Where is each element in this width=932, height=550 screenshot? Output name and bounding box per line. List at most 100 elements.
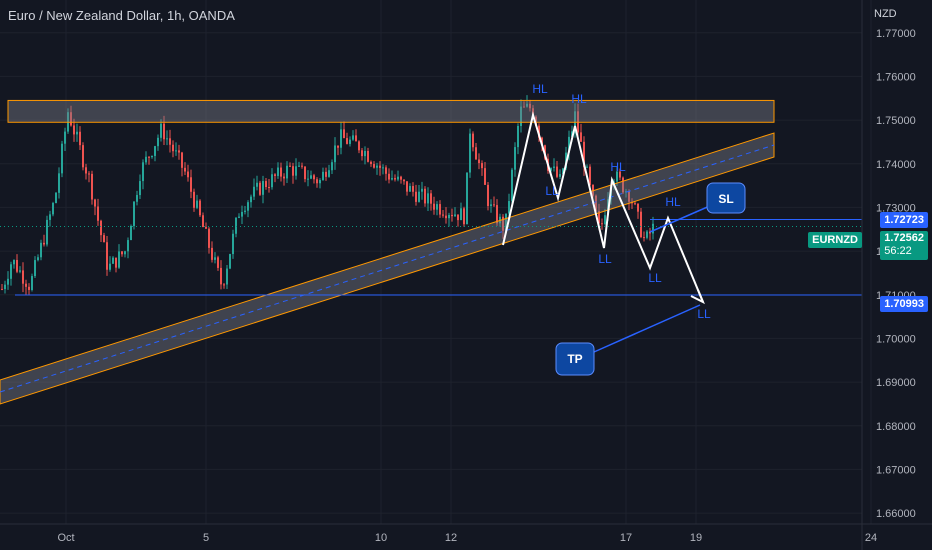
candle-body [520,106,522,126]
candle-body [184,167,186,172]
candle-body [265,181,267,187]
candle-body [622,177,624,193]
price-axis: 1.770001.760001.750001.740001.730001.720… [861,0,916,550]
chart-grid [0,0,872,524]
candle-body [343,129,345,139]
wave-label: LL [545,184,559,198]
candle-body [640,211,642,238]
candle-body [637,203,639,212]
candle-body [64,131,66,144]
candle-body [109,263,111,270]
candle-body [574,111,576,132]
candle-body [553,166,555,168]
candle-body [328,170,330,177]
candle-body [73,125,75,135]
candle-body [427,193,429,204]
candle-body [376,165,378,168]
sl-callout-pointer [649,204,713,233]
candle-body [289,165,291,167]
candle-body [22,270,24,284]
candle-body [40,242,42,258]
time-axis: Oct5101217192426 [0,523,932,544]
candle-body [562,168,564,175]
candle-body [154,146,156,156]
bar-countdown: 56:22 [884,245,912,257]
candle-body [226,268,228,285]
sl-price-tag: 1.72723 [880,212,928,228]
candle-body [250,196,252,203]
candle-body [298,165,300,167]
candle-body [61,143,63,174]
candle-body [361,150,363,157]
resistance-zone [7,99,775,123]
candle-body [151,155,153,158]
price-tick-label: 1.76000 [876,71,916,83]
time-tick-label: 17 [620,532,632,544]
candle-body [421,188,423,192]
candle-body [319,180,321,184]
candle-body [481,163,483,169]
candle-body [460,208,462,221]
candle-body [409,186,411,192]
candle-body [445,215,447,219]
price-tick-label: 1.66000 [876,508,916,520]
candle-body [241,211,243,217]
candle-body [181,152,183,168]
candle-body [523,106,525,108]
channel-midline [0,144,775,393]
wave-label: LL [598,252,612,266]
candle-body [37,257,39,261]
wave-label: HL [610,160,626,174]
candle-body [601,223,603,225]
candle-body [643,237,645,239]
candle-body [586,166,588,168]
candle-body [304,166,306,180]
candle-body [568,136,570,153]
wave-label: HL [571,92,587,106]
chart-title: Euro / New Zealand Dollar, 1h, OANDA [8,8,235,23]
candle-body [232,233,234,255]
candle-body [331,162,333,171]
candle-body [238,216,240,218]
candle-body [193,191,195,208]
candle-body [466,172,468,225]
candle-body [172,144,174,152]
candle-body [220,267,222,285]
time-tick-label: Oct [57,532,74,544]
candle-body [382,167,384,169]
candle-body [112,257,114,264]
candle-body [145,156,147,163]
candle-body [43,242,45,245]
candle-body [103,235,105,243]
candle-body [202,215,204,228]
candle-body [214,257,216,260]
candle-body [580,132,582,142]
candle-body [196,200,198,208]
candle-body [25,283,27,287]
price-tick-label: 1.67000 [876,464,916,476]
candle-body [424,188,426,204]
candle-body [535,116,537,126]
candle-body [487,184,489,207]
candle-body [403,179,405,182]
candle-body [373,164,375,168]
axis-currency-label: NZD [874,8,897,20]
candle-body [436,204,438,210]
candle-body [208,228,210,248]
projection-arrowhead [690,289,705,305]
candle-body [253,186,255,197]
price-tick-label: 1.75000 [876,115,916,127]
candle-body [70,112,72,126]
candle-body [433,203,435,210]
candle-body [235,217,237,234]
candle-body [394,178,396,180]
candle-body [556,166,558,177]
candle-body [469,133,471,173]
candle-body [583,141,585,168]
candle-body [82,145,84,168]
candle-body [502,216,504,231]
candle-body [379,165,381,168]
candle-body [280,167,282,177]
candle-body [166,138,168,140]
